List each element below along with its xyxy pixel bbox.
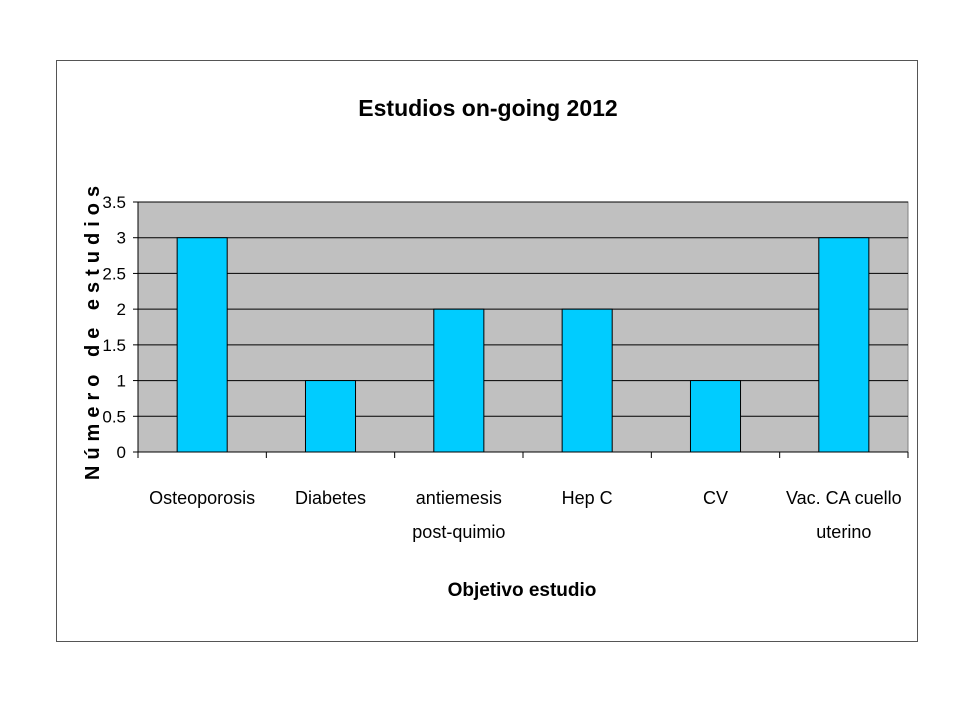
y-tick-label: 1 xyxy=(117,372,126,391)
y-tick-label: 2.5 xyxy=(102,264,126,283)
plot-background xyxy=(137,201,909,453)
y-tick-label: 0.5 xyxy=(102,407,126,426)
y-tick-label: 3 xyxy=(117,229,126,248)
chart-title: Estudios on-going 2012 xyxy=(358,95,617,121)
x-category-label: uterino xyxy=(816,522,871,542)
bar xyxy=(176,237,228,453)
x-category-label: Vac. CA cuello xyxy=(786,488,902,508)
y-tick-label: 3.5 xyxy=(102,193,126,212)
bar xyxy=(689,380,742,453)
bar xyxy=(304,380,357,453)
bar xyxy=(818,237,870,453)
bar xyxy=(561,308,613,453)
x-category-label: CV xyxy=(703,488,728,508)
x-category-label: Osteoporosis xyxy=(149,488,255,508)
y-tick-label: 1.5 xyxy=(102,336,126,355)
x-axis-title: Objetivo estudio xyxy=(448,580,597,601)
y-axis-title: Número de estudios xyxy=(82,180,104,480)
plot-area: 0 0.5 1 1.5 2 2.5 3 3.5 Osteoporosis Diabetes anti… xyxy=(102,193,909,542)
x-category-label: post-quimio xyxy=(412,522,505,542)
y-tick-label: 2 xyxy=(117,300,126,319)
x-category-label: Hep C xyxy=(562,488,613,508)
y-tick-label: 0 xyxy=(117,443,126,462)
x-category-label: antiemesis xyxy=(416,488,502,508)
bar xyxy=(433,308,485,453)
x-category-label: Diabetes xyxy=(295,488,366,508)
